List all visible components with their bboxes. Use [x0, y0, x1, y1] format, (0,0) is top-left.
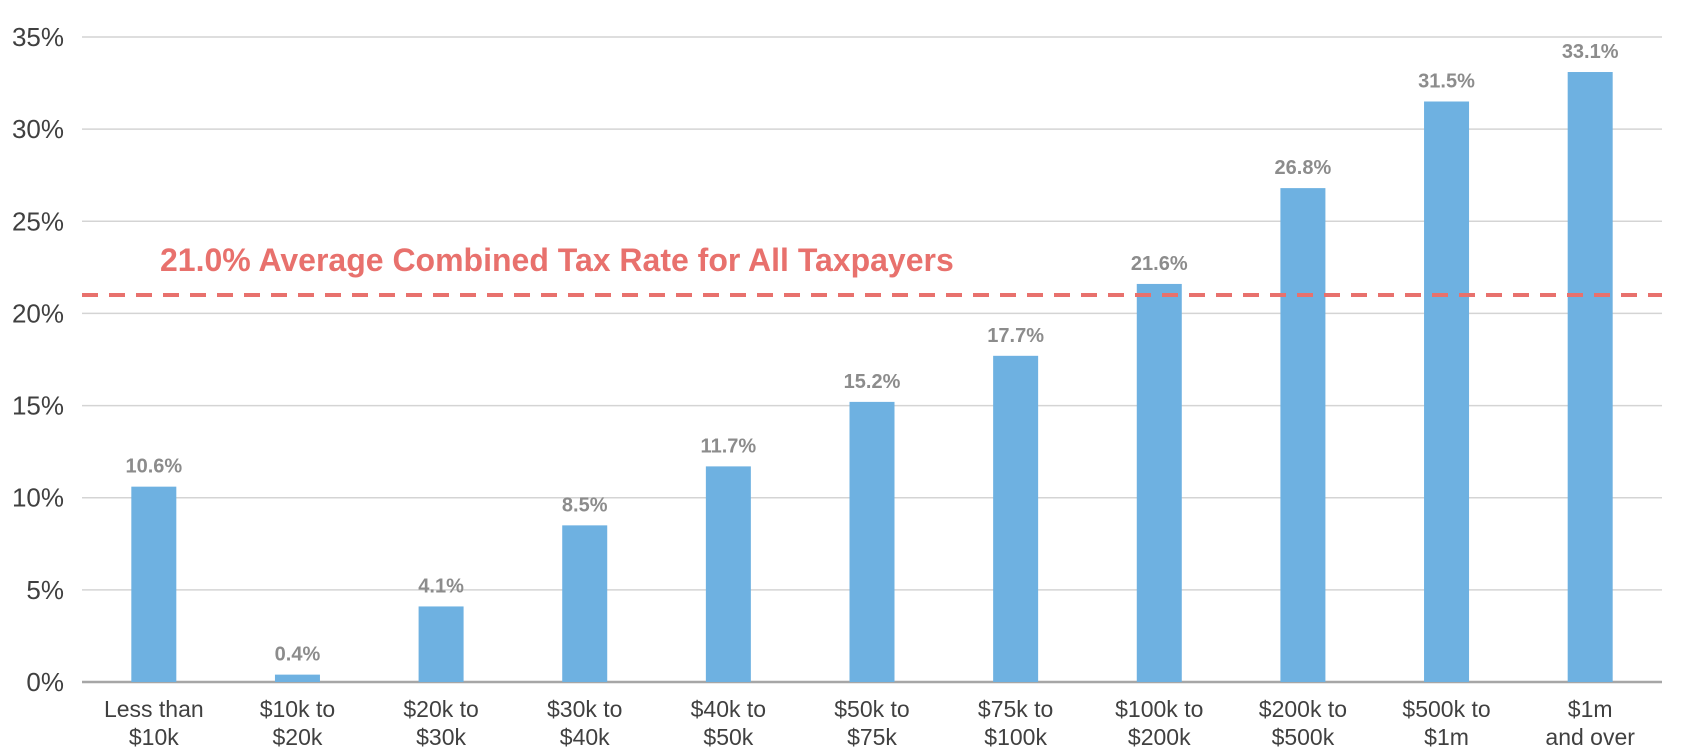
- x-tick-label: $20k to $30k: [403, 696, 478, 750]
- bar: [1280, 188, 1326, 682]
- x-tick-label: Less than $10k: [104, 696, 204, 750]
- data-label: 17.7%: [987, 325, 1044, 347]
- y-axis-ticks: 0% 5% 10% 15% 20% 25% 30% 35%: [12, 22, 64, 697]
- data-label: 15.2%: [844, 371, 901, 393]
- reference-line-group: 21.0% Average Combined Tax Rate for All …: [82, 242, 1662, 297]
- data-label: 26.8%: [1275, 157, 1332, 179]
- x-tick-label: $10k to $20k: [260, 696, 335, 750]
- bar: [562, 525, 608, 682]
- x-tick-label: $200k to $500k: [1259, 696, 1347, 750]
- reference-line-label: 21.0% Average Combined Tax Rate for All …: [160, 242, 954, 278]
- y-tick-label: 5%: [26, 575, 64, 605]
- y-tick-label: 35%: [12, 22, 64, 52]
- data-label: 21.6%: [1131, 253, 1188, 275]
- bar: [1424, 101, 1470, 682]
- data-label: 0.4%: [275, 644, 321, 666]
- bars: [131, 72, 1613, 682]
- data-label: 10.6%: [125, 456, 182, 478]
- y-tick-label: 10%: [12, 483, 64, 513]
- bar: [705, 466, 751, 682]
- y-tick-label: 30%: [12, 114, 64, 144]
- data-labels: 10.6% 0.4% 4.1% 8.5% 11.7% 15.2% 17.7% 21.6% 26.…: [125, 41, 1618, 666]
- y-tick-label: 15%: [12, 391, 64, 421]
- y-tick-label: 25%: [12, 206, 64, 236]
- y-tick-label: 20%: [12, 298, 64, 328]
- x-tick-label: $100k to $200k: [1115, 696, 1203, 750]
- y-tick-label: 0%: [26, 667, 64, 697]
- bar: [1136, 283, 1182, 682]
- bar: [418, 606, 464, 682]
- x-tick-label: $40k to $50k: [691, 696, 766, 750]
- bar: [849, 401, 895, 682]
- x-tick-label: $30k to $40k: [547, 696, 622, 750]
- data-label: 31.5%: [1418, 71, 1475, 93]
- x-tick-label: $1m and over: [1545, 696, 1635, 750]
- bar: [1567, 72, 1613, 682]
- bar: [274, 674, 320, 682]
- gridlines: [82, 36, 1662, 684]
- data-label: 11.7%: [701, 435, 757, 457]
- data-label: 8.5%: [562, 494, 608, 516]
- x-tick-label: $50k to $75k: [834, 696, 909, 750]
- x-tick-label: $500k to $1m: [1402, 696, 1490, 750]
- x-axis-ticks: Less than $10k $10k to $20k $20k to $30k $30k …: [104, 696, 1635, 750]
- data-label: 4.1%: [418, 575, 464, 597]
- bar: [993, 355, 1039, 682]
- data-label: 33.1%: [1562, 41, 1619, 63]
- x-tick-label: $75k to $100k: [978, 696, 1053, 750]
- bar: [131, 486, 177, 682]
